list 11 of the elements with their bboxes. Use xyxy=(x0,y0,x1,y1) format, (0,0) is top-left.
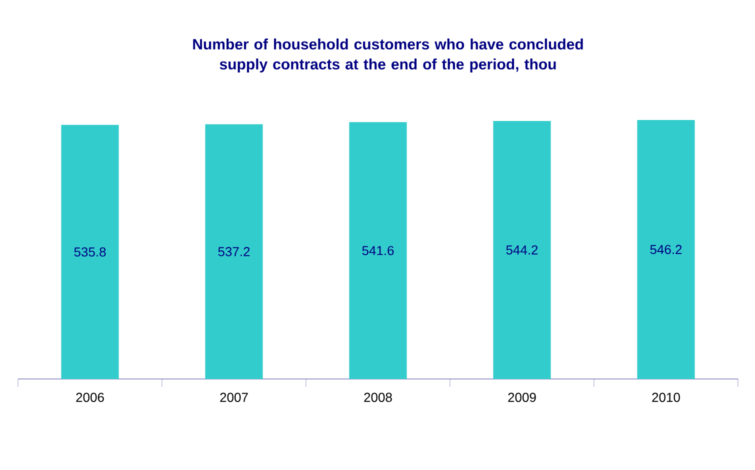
x-tick-label: 2006 xyxy=(76,392,104,402)
data-label: 546.2 xyxy=(650,244,682,254)
data-label: 544.2 xyxy=(506,245,538,255)
x-tick-label: 2007 xyxy=(220,392,248,402)
x-tick-label: 2008 xyxy=(364,392,392,402)
chart-title: Number of household customers who have concluded supply contracts at the end of the period, thou xyxy=(193,38,583,72)
x-tick-label: 2010 xyxy=(652,392,680,402)
data-label: 535.8 xyxy=(74,247,106,257)
data-label: 541.6 xyxy=(362,246,394,256)
data-label: 537.2 xyxy=(218,247,250,256)
x-tick-label: 2009 xyxy=(508,392,536,402)
